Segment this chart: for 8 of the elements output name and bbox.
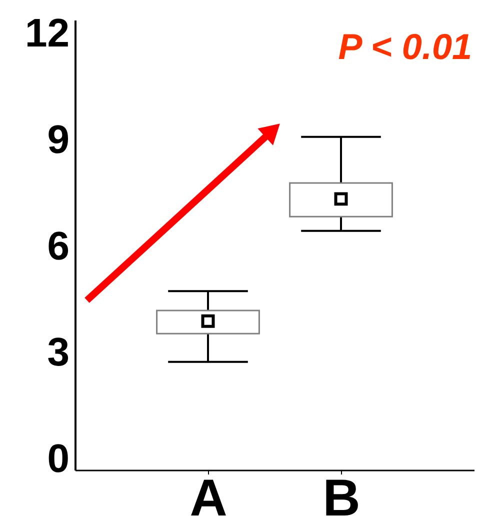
y-tick-label: 9 [47,118,70,162]
y-tick-label: 0 [47,436,70,481]
x-tick-label: B [322,470,360,525]
y-tick-label: 6 [47,224,70,268]
x-tick-label: A [190,470,228,525]
y-tick-label: 3 [47,330,70,375]
y-tick-label: 12 [25,12,70,56]
annotation: P < 0.01 [338,26,472,67]
